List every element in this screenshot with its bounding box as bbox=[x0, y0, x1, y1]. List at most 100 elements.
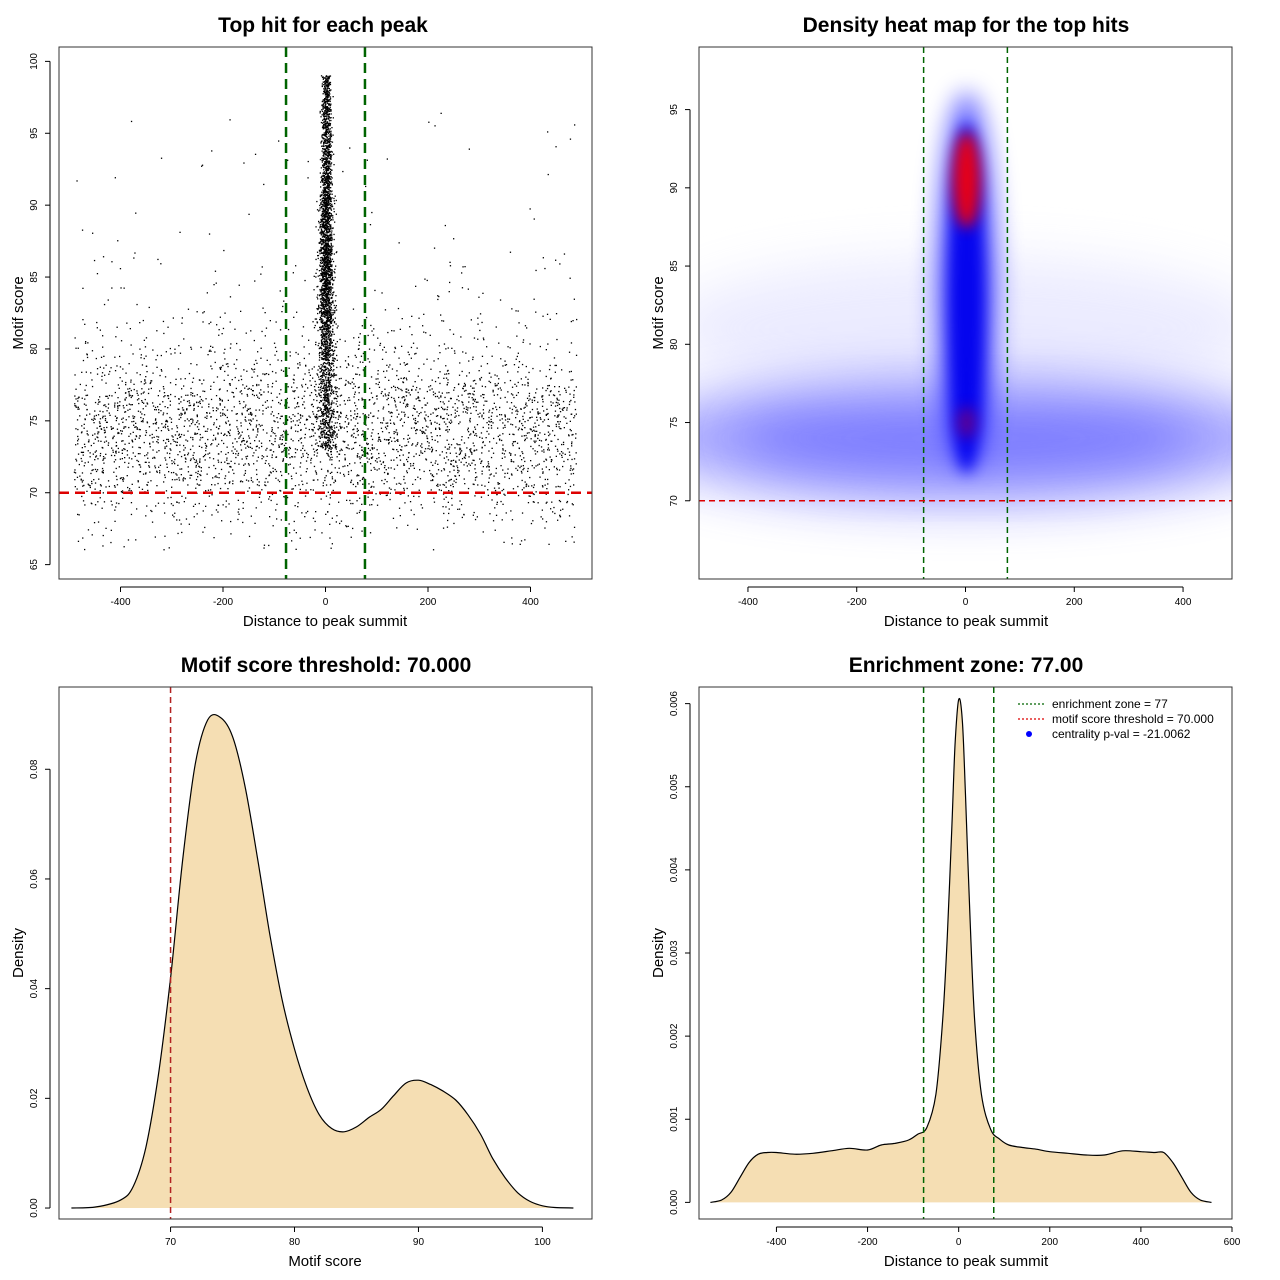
scatter-point bbox=[531, 408, 534, 411]
scatter-point bbox=[383, 452, 385, 454]
scatter-point bbox=[448, 490, 450, 492]
scatter-point bbox=[545, 375, 547, 378]
scatter-point bbox=[393, 468, 396, 470]
scatter-point bbox=[474, 398, 476, 401]
scatter-point bbox=[553, 394, 556, 397]
scatter-point bbox=[331, 543, 333, 545]
scatter-point bbox=[325, 332, 327, 335]
scatter-point bbox=[329, 494, 331, 496]
scatter-point bbox=[144, 455, 146, 457]
scatter-point bbox=[372, 429, 374, 431]
scatter-point bbox=[119, 355, 121, 358]
scatter-point bbox=[534, 434, 536, 437]
scatter-point bbox=[211, 514, 213, 516]
scatter-point bbox=[495, 514, 498, 516]
scatter-point bbox=[185, 518, 188, 520]
scatter-point bbox=[478, 416, 480, 418]
scatter-point bbox=[436, 422, 438, 424]
scatter-point bbox=[239, 436, 241, 438]
scatter-point bbox=[443, 377, 445, 379]
scatter-point bbox=[296, 449, 298, 451]
scatter-point bbox=[403, 438, 405, 440]
scatter-point bbox=[540, 418, 542, 420]
scatter-point bbox=[424, 404, 426, 406]
scatter-point bbox=[418, 454, 421, 456]
scatter-point bbox=[454, 403, 456, 405]
scatter-point bbox=[165, 442, 167, 444]
scatter-point bbox=[326, 121, 329, 123]
scatter-point bbox=[374, 289, 376, 292]
scatter-point bbox=[426, 441, 429, 443]
scatter-point bbox=[450, 419, 452, 421]
scatter-point bbox=[463, 513, 465, 516]
scatter-point bbox=[398, 413, 400, 415]
scatter-point bbox=[155, 429, 157, 432]
scatter-point bbox=[326, 185, 328, 187]
scatter-point bbox=[126, 404, 128, 406]
scatter-point bbox=[370, 412, 372, 414]
scatter-point bbox=[117, 409, 119, 411]
scatter-point bbox=[567, 493, 569, 496]
scatter-point bbox=[102, 335, 104, 337]
scatter-point bbox=[88, 484, 90, 486]
scatter-point bbox=[342, 440, 344, 442]
scatter-point bbox=[197, 476, 199, 478]
scatter-point bbox=[549, 318, 551, 320]
scatter-point bbox=[488, 477, 490, 479]
scatter-point bbox=[105, 440, 108, 442]
scatter-point bbox=[81, 451, 83, 454]
scatter-point bbox=[474, 518, 477, 521]
scatter-point bbox=[399, 444, 401, 446]
scatter-point bbox=[330, 363, 332, 365]
scatter-point bbox=[419, 478, 422, 480]
scatter-point bbox=[558, 423, 560, 425]
scatter-point bbox=[326, 265, 328, 267]
scatter-point bbox=[301, 384, 303, 386]
scatter-point bbox=[569, 420, 571, 422]
scatter-point bbox=[358, 456, 360, 458]
scatter-point bbox=[570, 320, 572, 323]
scatter-point bbox=[299, 414, 302, 416]
scatter-point bbox=[330, 404, 333, 406]
scatter-point bbox=[130, 490, 132, 492]
scatter-point bbox=[518, 447, 520, 450]
scatter-point bbox=[78, 463, 80, 466]
scatter-point bbox=[226, 462, 229, 465]
scatter-point bbox=[479, 379, 481, 381]
scatter-point bbox=[237, 428, 239, 430]
scatter-point bbox=[323, 92, 325, 94]
scatter-point bbox=[332, 436, 334, 438]
scatter-point bbox=[470, 319, 472, 321]
scatter-point bbox=[235, 453, 237, 455]
scatter-point bbox=[517, 352, 519, 354]
scatter-point bbox=[407, 495, 409, 497]
scatter-point bbox=[470, 433, 472, 435]
scatter-point bbox=[336, 456, 338, 458]
scatter-point bbox=[521, 479, 523, 482]
scatter-point bbox=[546, 313, 549, 315]
scatter-point bbox=[319, 461, 322, 463]
scatter-point bbox=[425, 429, 427, 431]
scatter-point bbox=[327, 126, 329, 128]
scatter-point bbox=[416, 347, 418, 349]
scatter-point bbox=[198, 445, 201, 447]
scatter-point bbox=[326, 452, 328, 455]
scatter-point bbox=[321, 338, 323, 340]
scatter-point bbox=[211, 484, 213, 486]
scatter-point bbox=[521, 422, 523, 425]
scatter-point bbox=[324, 90, 326, 92]
scatter-point bbox=[117, 405, 119, 408]
scatter-point bbox=[286, 397, 288, 400]
scatter-point bbox=[77, 453, 80, 455]
scatter-point bbox=[210, 444, 212, 446]
scatter-point bbox=[329, 153, 332, 156]
scatter-point bbox=[520, 378, 522, 380]
scatter-point bbox=[216, 418, 218, 421]
scatter-point bbox=[437, 407, 440, 409]
scatter-point bbox=[532, 367, 534, 370]
scatter-point bbox=[91, 385, 94, 388]
scatter-point bbox=[74, 479, 76, 481]
scatter-point bbox=[399, 328, 401, 330]
scatter-point bbox=[511, 460, 513, 463]
scatter-point bbox=[167, 438, 169, 441]
